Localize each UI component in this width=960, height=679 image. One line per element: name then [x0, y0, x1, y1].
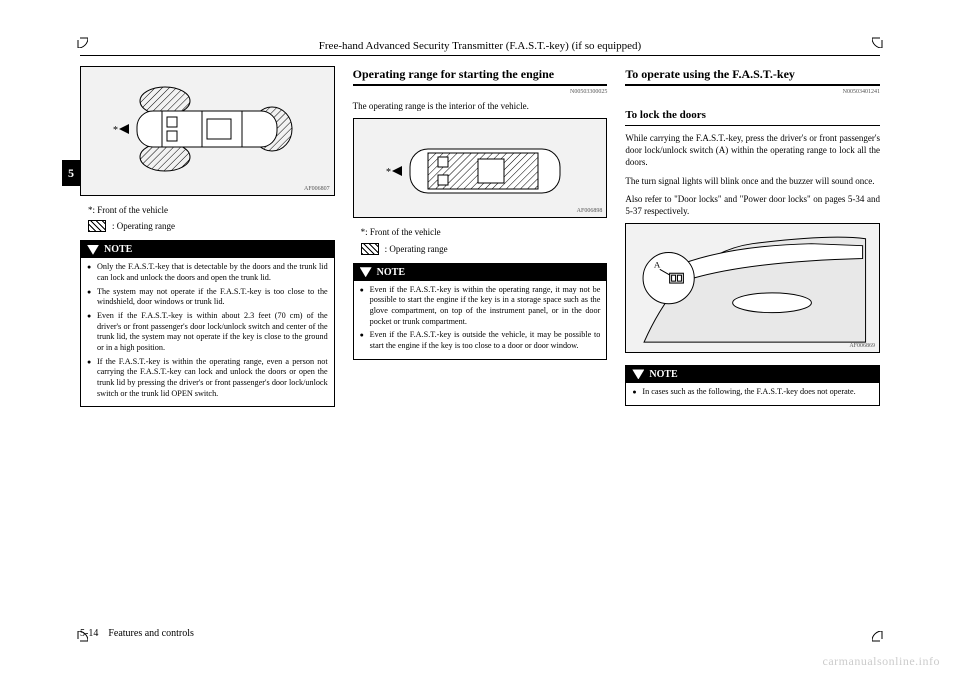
figure-caption-range: : Operating range — [361, 243, 608, 255]
page-footer: 5-14 Features and controls — [80, 628, 194, 639]
svg-text:*: * — [113, 125, 118, 136]
section-code: N00503401241 — [625, 88, 880, 96]
column-3: To operate using the F.A.S.T.-key N00503… — [625, 66, 880, 615]
section-code: N00503300025 — [353, 88, 608, 96]
hatched-swatch-icon — [361, 243, 379, 255]
note-icon — [87, 245, 99, 255]
page-number: 5-14 — [80, 628, 98, 639]
note-title: NOTE — [626, 366, 879, 383]
body-text: The operating range is the interior of t… — [353, 100, 608, 112]
note-label: NOTE — [649, 368, 677, 381]
figure-caption-range: : Operating range — [88, 220, 335, 232]
figure-ref: AF006807 — [304, 185, 330, 193]
chapter-tab: 5 — [62, 160, 80, 186]
note-title: NOTE — [354, 264, 607, 281]
note-box: NOTE In cases such as the following, the… — [625, 365, 880, 406]
note-label: NOTE — [377, 266, 405, 279]
body-text: While carrying the F.A.S.T.-key, press t… — [625, 132, 880, 168]
note-item: If the F.A.S.T.-key is within the operat… — [87, 357, 328, 400]
operating-range-label: : Operating range — [112, 220, 175, 232]
note-item: Even if the F.A.S.T.-key is within the o… — [360, 285, 601, 328]
note-label: NOTE — [104, 243, 132, 256]
note-icon — [360, 267, 372, 277]
page-header: Free-hand Advanced Security Transmitter … — [80, 40, 880, 56]
column-1: * AF006807 *: Front of the vehicle — [80, 66, 335, 615]
note-item: Even if the F.A.S.T.-key is outside the … — [360, 330, 601, 351]
note-box: NOTE Even if the F.A.S.T.-key is within … — [353, 263, 608, 360]
note-item: Even if the F.A.S.T.-key is within about… — [87, 311, 328, 354]
svg-text:*: * — [386, 167, 391, 178]
note-icon — [632, 369, 644, 379]
note-item: Only the F.A.S.T.-key that is detectable… — [87, 262, 328, 283]
subsection-heading-lock-doors: To lock the doors — [625, 108, 880, 126]
figure-caption-front: *: Front of the vehicle — [88, 204, 335, 216]
watermark: carmanualsonline.info — [823, 654, 940, 669]
note-title: NOTE — [81, 241, 334, 258]
note-item: The system may not operate if the F.A.S.… — [87, 287, 328, 308]
figure-vehicle-top-doors: * AF006807 — [80, 66, 335, 196]
figure-caption-front: *: Front of the vehicle — [361, 226, 608, 238]
figure-vehicle-top-interior: * AF006898 — [353, 118, 608, 218]
hatched-swatch-icon — [88, 220, 106, 232]
figure-ref: AF006869 — [849, 342, 875, 350]
svg-text:A: A — [654, 259, 661, 269]
note-box: NOTE Only the F.A.S.T.-key that is detec… — [80, 240, 335, 407]
operating-range-label: : Operating range — [385, 243, 448, 255]
note-item: In cases such as the following, the F.A.… — [632, 387, 873, 398]
section-title: Features and controls — [108, 628, 194, 639]
figure-ref: AF006898 — [577, 207, 603, 215]
body-text: The turn signal lights will blink once a… — [625, 175, 880, 187]
figure-door-handle: A AF006869 — [625, 223, 880, 353]
column-2: Operating range for starting the engine … — [353, 66, 608, 615]
section-heading-operate-fast-key: To operate using the F.A.S.T.-key — [625, 66, 880, 86]
body-text: Also refer to "Door locks" and "Power do… — [625, 193, 880, 217]
section-heading-engine-range: Operating range for starting the engine — [353, 66, 608, 86]
